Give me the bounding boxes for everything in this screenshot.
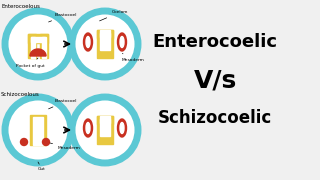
- Ellipse shape: [120, 37, 124, 48]
- Bar: [100, 30, 110, 50]
- Ellipse shape: [84, 119, 92, 137]
- Text: Mesoderm: Mesoderm: [122, 53, 145, 62]
- Ellipse shape: [84, 33, 92, 51]
- Text: Coelom: Coelom: [100, 10, 128, 21]
- Circle shape: [72, 97, 138, 163]
- Bar: [97, 116, 113, 144]
- Polygon shape: [30, 49, 46, 56]
- Circle shape: [5, 97, 71, 163]
- Bar: [42, 37, 46, 58]
- Bar: [100, 33, 110, 37]
- Ellipse shape: [117, 33, 126, 51]
- Text: Blastocoel: Blastocoel: [49, 13, 77, 22]
- Bar: [28, 34, 48, 43]
- Bar: [31, 37, 35, 58]
- Text: Enterocoelous: Enterocoelous: [1, 4, 40, 9]
- Circle shape: [72, 11, 138, 77]
- Bar: [97, 30, 113, 58]
- Bar: [97, 116, 113, 124]
- Circle shape: [20, 138, 28, 145]
- Text: Pocket of gut: Pocket of gut: [16, 58, 45, 68]
- Bar: [28, 34, 36, 58]
- Text: Schizocoelous: Schizocoelous: [1, 92, 40, 97]
- Bar: [30, 115, 46, 145]
- Text: Blastocoel: Blastocoel: [49, 99, 77, 109]
- Bar: [97, 30, 113, 38]
- Text: Schizocoelic: Schizocoelic: [158, 109, 272, 127]
- Ellipse shape: [86, 123, 90, 134]
- Text: Mesoderm: Mesoderm: [50, 143, 81, 150]
- Bar: [31, 37, 45, 42]
- Bar: [100, 119, 110, 123]
- Ellipse shape: [120, 123, 124, 134]
- Ellipse shape: [117, 119, 126, 137]
- Circle shape: [5, 11, 71, 77]
- Circle shape: [43, 138, 50, 145]
- Bar: [33, 117, 43, 145]
- Bar: [40, 34, 48, 58]
- Text: V/s: V/s: [193, 68, 236, 92]
- Text: Gut: Gut: [38, 162, 46, 171]
- Ellipse shape: [86, 37, 90, 48]
- Text: Enterocoelic: Enterocoelic: [153, 33, 277, 51]
- Bar: [100, 116, 110, 136]
